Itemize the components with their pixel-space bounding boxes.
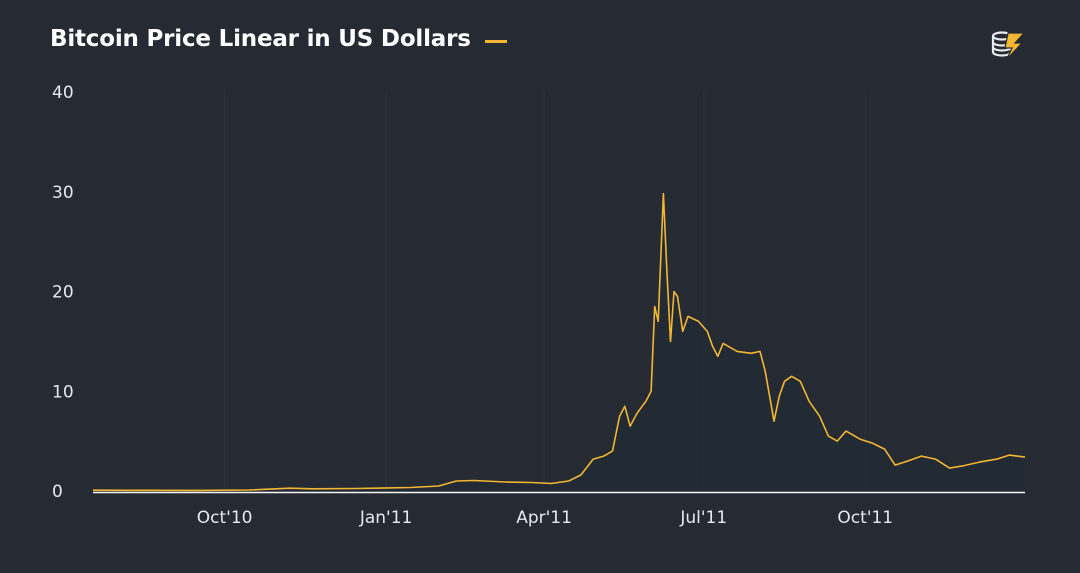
chart-title: Bitcoin Price Linear in US Dollars: [50, 26, 471, 52]
y-tick-label: 10: [52, 382, 74, 402]
x-tick-label: Jul'11: [679, 508, 727, 528]
chart-header: Bitcoin Price Linear in US Dollars: [50, 26, 507, 52]
y-axis: 0 10 20 30 40: [52, 83, 74, 502]
x-tick-label: Jan'11: [359, 508, 413, 528]
y-tick-label: 40: [52, 83, 74, 103]
series-line: [92, 192, 1026, 492]
y-tick-label: 0: [52, 482, 63, 502]
y-tick-label: 30: [52, 183, 74, 203]
series-layer: [92, 192, 1026, 492]
x-tick-label: Oct'10: [197, 508, 253, 528]
x-tick-label: Oct'11: [837, 508, 893, 528]
x-axis: Oct'10 Jan'11 Apr'11 Jul'11 Oct'11: [197, 508, 893, 528]
legend-swatch: [484, 39, 507, 43]
series-area: [93, 193, 1025, 491]
y-tick-label: 20: [52, 283, 74, 303]
brand-logo-icon: [991, 31, 1026, 60]
x-tick-label: Apr'11: [516, 508, 572, 528]
